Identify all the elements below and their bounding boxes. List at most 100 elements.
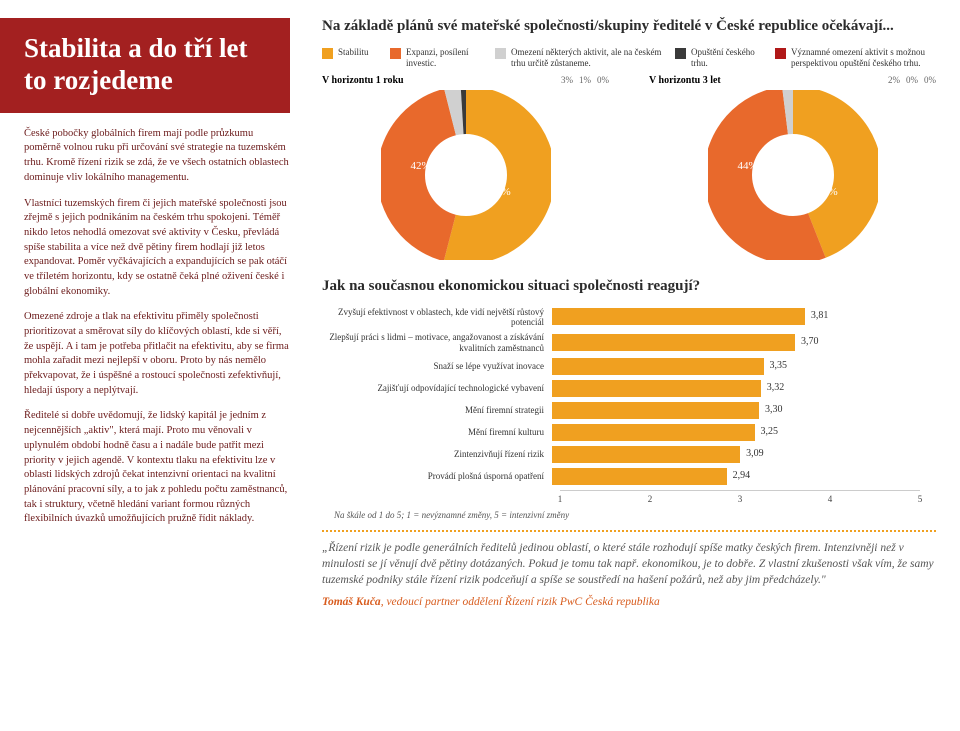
axis-note: Na škále od 1 do 5; 1 = nevýznamné změny… (334, 510, 936, 520)
donut-right: 44% 54% (708, 90, 878, 260)
bar-value: 2,94 (733, 470, 751, 481)
bar-track: 3,35 (552, 358, 936, 375)
legend-label: Opuštění českého trhu. (691, 47, 765, 69)
bar-label: Snaží se lépe využívat inovace (322, 361, 552, 371)
donut-right-block: V horizontu 3 let 2% 0% 0% 44% 54% (649, 75, 936, 260)
bar-track: 3,25 (552, 424, 936, 441)
axis-tick: 5 (918, 494, 923, 504)
bar-fill (552, 334, 795, 351)
bar-axis: 1 2 3 4 5 (560, 490, 920, 508)
bar-row: Zlepšují práci s lidmi – motivace, angaž… (322, 332, 936, 353)
bar-value: 3,70 (801, 336, 819, 347)
legend-label: Omezení některých aktivit, ale na českém… (511, 47, 665, 69)
donut-small-value: 0% (906, 75, 918, 85)
donut-small-value: 0% (924, 75, 936, 85)
donut-small-value: 2% (888, 75, 900, 85)
quote-separator (322, 530, 936, 532)
bar-label: Zajišťují odpovídající technologické vyb… (322, 383, 552, 393)
bar-track: 2,94 (552, 468, 936, 485)
legend-label: Stabilitu (338, 47, 369, 58)
donut-right-smalls: 2% 0% 0% (888, 75, 936, 85)
axis-tick: 2 (648, 494, 653, 504)
donut-slice-label: 44% (738, 160, 758, 172)
bar-row: Mění firemní kulturu 3,25 (322, 424, 936, 441)
legend-item: Opuštění českého trhu. (675, 47, 765, 69)
bar-row: Provádí plošná úsporná opatření 2,94 (322, 468, 936, 485)
bar-label: Mění firemní strategii (322, 405, 552, 415)
bar-fill (552, 380, 761, 397)
para-3: Omezené zdroje a tlak na efektivitu přim… (24, 310, 290, 398)
bar-fill (552, 468, 727, 485)
axis-tick: 3 (738, 494, 743, 504)
donut-left: 54% 42% (381, 90, 551, 260)
bar-value: 3,81 (811, 310, 829, 321)
para-4: Ředitelé si dobře uvědomují, že lidský k… (24, 409, 290, 527)
bar-fill (552, 358, 764, 375)
bar-label: Zintenzivňují řízení rizik (322, 449, 552, 459)
bar-track: 3,30 (552, 402, 936, 419)
donut-right-label: V horizontu 3 let (649, 75, 721, 86)
legend-item: Významné omezení aktivit s možnou perspe… (775, 47, 935, 69)
para-1: České pobočky globálních firem mají podl… (24, 127, 290, 186)
legend-item: Omezení některých aktivit, ale na českém… (495, 47, 665, 69)
bar-fill (552, 446, 740, 463)
bar-track: 3,70 (552, 334, 936, 351)
donut-small-value: 3% (561, 75, 573, 85)
legend-swatch (322, 48, 333, 59)
legend-swatch (775, 48, 786, 59)
left-column: Stabilita a do tří let to rozjedeme Česk… (0, 0, 310, 731)
donut-left-head: V horizontu 1 roku 3% 1% 0% (322, 75, 609, 86)
bar-track: 3,81 (552, 308, 936, 325)
donut-right-head: V horizontu 3 let 2% 0% 0% (649, 75, 936, 86)
bar-row: Zajišťují odpovídající technologické vyb… (322, 380, 936, 397)
donut-left-label: V horizontu 1 roku (322, 75, 404, 86)
legend-swatch (675, 48, 686, 59)
bar-chart-title: Jak na současnou ekonomickou situaci spo… (322, 278, 936, 295)
bar-chart: Zvyšují efektivnost v oblastech, kde vid… (322, 307, 936, 485)
bar-track: 3,32 (552, 380, 936, 397)
bar-value: 3,32 (767, 382, 785, 393)
bar-fill (552, 424, 755, 441)
bar-value: 3,09 (746, 448, 764, 459)
bar-track: 3,09 (552, 446, 936, 463)
quote-role: , vedoucí partner oddělení Řízení rizik … (381, 596, 660, 608)
donut-slice-label: 54% (818, 186, 838, 198)
right-column: Na základě plánů své mateřské společnost… (310, 0, 960, 731)
bar-row: Mění firemní strategii 3,30 (322, 402, 936, 419)
bar-label: Provádí plošná úsporná opatření (322, 471, 552, 481)
donuts-row: V horizontu 1 roku 3% 1% 0% 54% 42% V horiz… (322, 75, 936, 260)
donut-left-smalls: 3% 1% 0% (561, 75, 609, 85)
bar-row: Zvyšují efektivnost v oblastech, kde vid… (322, 307, 936, 328)
bar-row: Snaží se lépe využívat inovace 3,35 (322, 358, 936, 375)
bar-label: Zvyšují efektivnost v oblastech, kde vid… (322, 307, 552, 328)
bar-row: Zintenzivňují řízení rizik 3,09 (322, 446, 936, 463)
bar-fill (552, 402, 759, 419)
para-2: Vlastníci tuzemských firem či jejich mat… (24, 197, 290, 300)
quote-name: Tomáš Kuča (322, 596, 381, 608)
bar-label: Mění firemní kulturu (322, 427, 552, 437)
axis-tick: 4 (828, 494, 833, 504)
bar-value: 3,25 (761, 426, 779, 437)
donut-small-value: 1% (579, 75, 591, 85)
legend-swatch (495, 48, 506, 59)
legend-label: Významné omezení aktivit s možnou perspe… (791, 47, 935, 69)
bar-fill (552, 308, 805, 325)
bar-label: Zlepšují práci s lidmi – motivace, angaž… (322, 332, 552, 353)
donut-small-value: 0% (597, 75, 609, 85)
quote-text: „Řízení rizik je podle generálních ředit… (322, 540, 936, 588)
donut-left-block: V horizontu 1 roku 3% 1% 0% 54% 42% (322, 75, 609, 260)
quote-attribution: Tomáš Kuča, vedoucí partner oddělení Říz… (322, 596, 936, 608)
legend-item: Expanzi, posílení investic. (390, 47, 485, 69)
bar-value: 3,30 (765, 404, 783, 415)
axis-tick: 1 (558, 494, 563, 504)
legend-swatch (390, 48, 401, 59)
page-title: Stabilita a do tří let to rozjedeme (24, 32, 272, 97)
legend-item: Stabilitu (322, 47, 380, 69)
title-block: Stabilita a do tří let to rozjedeme (0, 18, 290, 113)
donut-slice-label: 54% (491, 186, 511, 198)
donut-slice-label: 42% (411, 160, 431, 172)
donut-chart-title: Na základě plánů své mateřské společnost… (322, 18, 936, 35)
legend-label: Expanzi, posílení investic. (406, 47, 485, 69)
bar-value: 3,35 (770, 360, 788, 371)
legend-row: Stabilitu Expanzi, posílení investic. Omez… (322, 47, 936, 69)
